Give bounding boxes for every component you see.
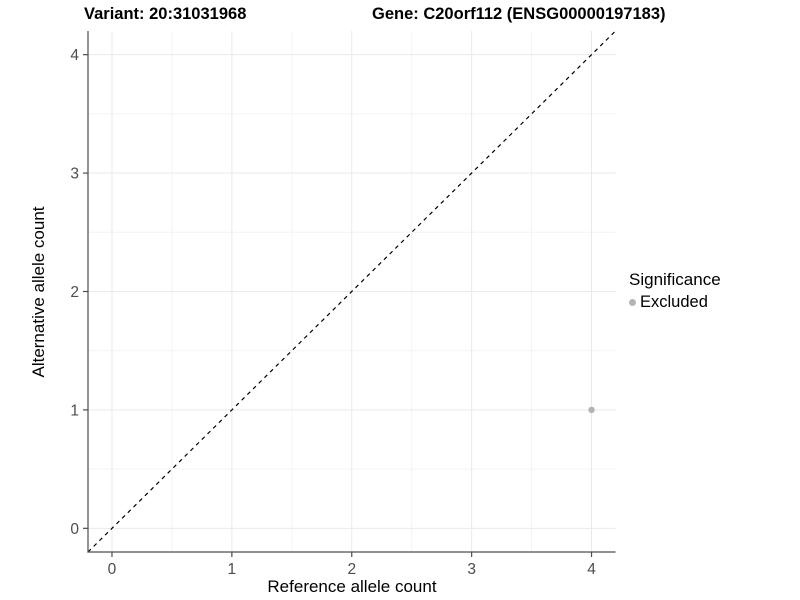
y-tick-label: 2 <box>70 284 79 301</box>
x-axis-title: Reference allele count <box>267 577 437 596</box>
legend-title: Significance <box>629 270 721 289</box>
x-tick-label: 4 <box>587 561 596 578</box>
y-axis-title: Alternative allele count <box>29 206 48 378</box>
plot-title-variant: Variant: 20:31031968 <box>84 5 247 23</box>
x-tick-label: 0 <box>108 561 117 578</box>
legend-entry: Excluded <box>629 293 721 312</box>
x-tick-label: 3 <box>467 561 476 578</box>
identity-line <box>87 30 616 553</box>
y-tick-label: 0 <box>70 521 79 538</box>
legend: Significance Excluded <box>629 270 721 312</box>
y-tick-label: 3 <box>70 166 79 183</box>
plot-title-gene: Gene: C20orf112 (ENSG00000197183) <box>372 5 666 23</box>
data-point <box>588 406 595 414</box>
legend-entry-label: Excluded <box>640 293 708 311</box>
x-tick-label: 2 <box>347 561 356 578</box>
y-tick-label: 4 <box>70 47 79 64</box>
x-tick-label: 1 <box>228 561 237 578</box>
legend-key-dot-icon <box>629 299 636 306</box>
y-tick-label: 1 <box>70 402 79 419</box>
